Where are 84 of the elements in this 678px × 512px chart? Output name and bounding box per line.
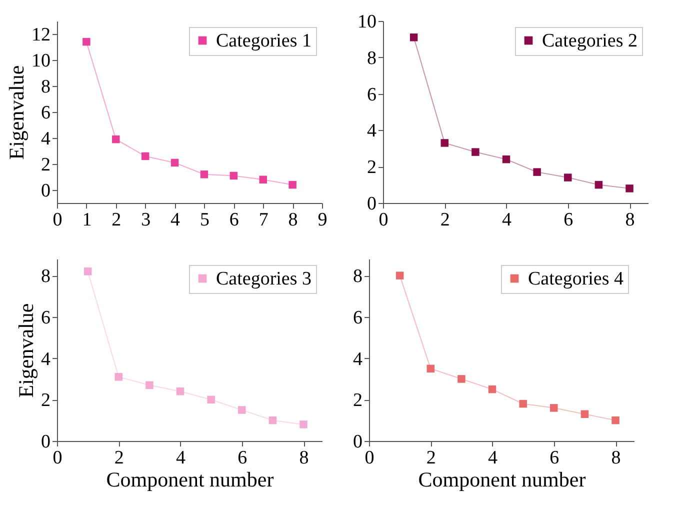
x-tick-label: 4	[170, 210, 181, 230]
y-tick-label: 12	[32, 24, 50, 46]
x-tick-label: 6	[550, 448, 560, 468]
point	[426, 364, 434, 372]
y-tick-label: 8	[353, 266, 362, 288]
point	[594, 180, 603, 189]
x-tick-label: 6	[564, 210, 574, 230]
y-tick-label: 8	[41, 76, 50, 98]
point	[410, 34, 418, 42]
x-tick-label: 8	[288, 210, 298, 230]
y-tick-label: 4	[367, 120, 377, 142]
point	[458, 375, 466, 383]
legend-label: Categories 2	[542, 30, 638, 52]
y-tick-label: 0	[41, 180, 50, 202]
x-tick-label: 4	[176, 448, 186, 468]
point	[288, 180, 296, 189]
point	[300, 420, 308, 428]
x-tick-label: 3	[141, 210, 151, 230]
point	[200, 170, 208, 178]
x-axis-title: Component number	[106, 468, 274, 492]
x-tick-label: 2	[426, 448, 436, 468]
x-tick-label: 6	[238, 448, 248, 468]
point	[114, 373, 122, 381]
x-tick-label: 7	[258, 210, 268, 230]
x-tick-label: 8	[299, 448, 309, 468]
y-tick-label: 2	[367, 157, 376, 178]
point	[170, 158, 179, 167]
point	[176, 387, 184, 396]
y-tick-label: 2	[41, 390, 50, 412]
point	[207, 396, 215, 404]
point	[612, 416, 620, 424]
point	[440, 139, 448, 147]
y-tick-label: 0	[367, 194, 376, 214]
y-tick-label: 4	[41, 128, 51, 150]
point	[564, 174, 572, 182]
point	[230, 172, 238, 180]
y-tick-label: 8	[367, 48, 376, 69]
y-tick-label: 0	[353, 432, 362, 452]
x-tick-label: 8	[611, 448, 621, 468]
point	[268, 416, 277, 424]
legend-label: Categories 3	[216, 268, 312, 290]
point	[580, 410, 589, 418]
y-tick-label: 8	[41, 266, 50, 288]
y-tick-label: 2	[41, 154, 50, 176]
x-axis-title: Component number	[418, 468, 586, 492]
point	[146, 381, 154, 390]
y-tick-label: 6	[353, 307, 362, 328]
legend-label: Categories 1	[216, 30, 312, 52]
x-tick-label: 8	[625, 210, 635, 230]
x-tick-label: 4	[502, 210, 512, 230]
point	[82, 38, 90, 46]
x-tick-label: 4	[488, 448, 498, 468]
legend-label: Categories 4	[528, 268, 624, 290]
point	[550, 404, 558, 412]
point	[84, 268, 92, 276]
point	[488, 385, 496, 394]
y-tick-label: 0	[41, 432, 50, 452]
point	[259, 176, 267, 184]
point	[472, 148, 480, 156]
point	[141, 152, 150, 160]
x-tick-label: 5	[200, 210, 210, 230]
x-tick-label: 9	[318, 210, 328, 230]
point	[519, 400, 527, 408]
x-tick-label: 6	[229, 210, 239, 230]
y-axis-title: Eigenvalue	[4, 65, 28, 160]
y-tick-label: 10	[32, 50, 50, 72]
y-tick-label: 6	[41, 307, 50, 328]
x-tick-label: 2	[114, 448, 124, 468]
point	[238, 406, 246, 414]
y-axis-title: Eigenvalue	[14, 303, 38, 398]
y-tick-label: 6	[41, 102, 50, 124]
y-tick-label: 6	[367, 84, 376, 106]
x-tick-label: 1	[82, 210, 92, 230]
y-tick-label: 4	[353, 348, 363, 370]
point	[112, 135, 120, 144]
x-tick-label: 2	[112, 210, 122, 230]
x-tick-label: 2	[440, 210, 450, 230]
y-tick-label: 2	[353, 390, 362, 412]
y-tick-label: 10	[358, 12, 376, 32]
y-tick-label: 4	[41, 348, 51, 370]
point	[626, 184, 634, 192]
point	[533, 168, 541, 176]
point	[396, 272, 404, 280]
point	[502, 155, 510, 164]
